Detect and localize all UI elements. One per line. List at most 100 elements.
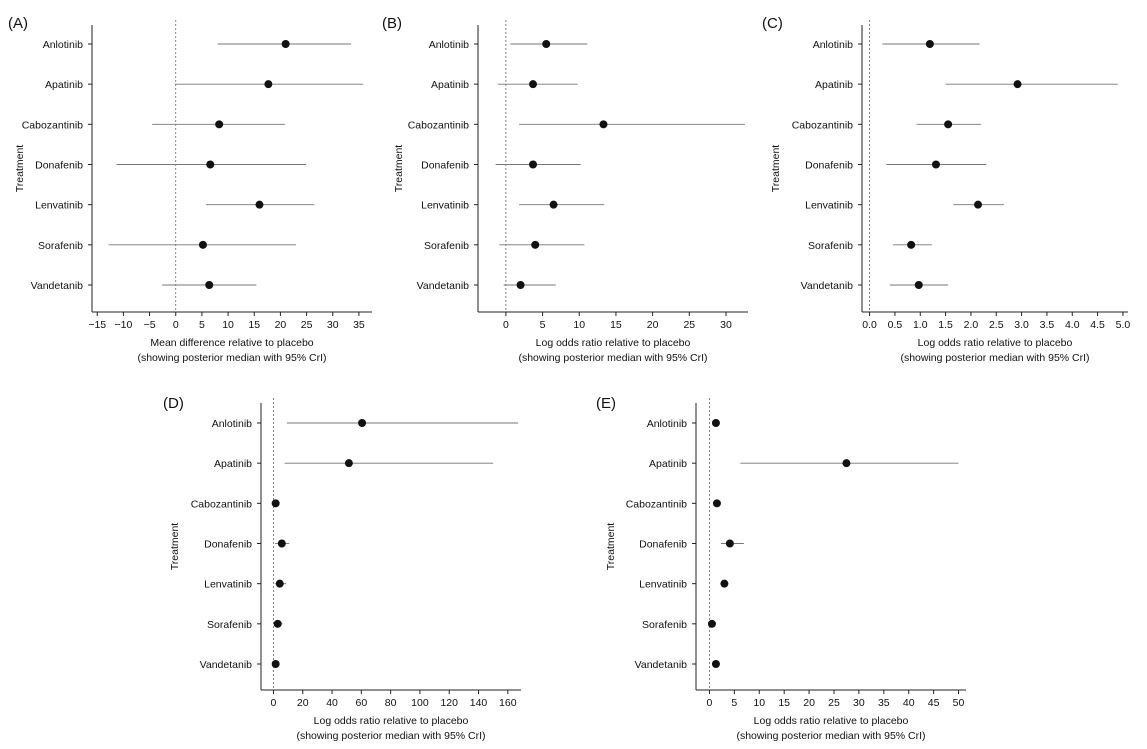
x-tick-label: 20	[803, 697, 815, 709]
median-point	[944, 120, 953, 129]
y-tick-label: Donafenib	[35, 160, 83, 172]
x-tick-label: 5	[540, 319, 546, 331]
y-tick-label: Apatinib	[649, 458, 687, 470]
x-axis-sublabel: (showing posterior median with 95% CrI)	[296, 730, 485, 742]
median-point	[725, 539, 734, 548]
y-tick-label: Lenvatinib	[204, 579, 252, 591]
y-tick-label: Lenvatinib	[639, 579, 687, 591]
x-tick-label: 0	[707, 697, 713, 709]
panel-label: (B)	[382, 15, 402, 32]
x-tick-label: 20	[297, 697, 309, 709]
x-axis-label: Log odds ratio relative to placebo	[314, 715, 469, 727]
y-tick-label: Cabozantinib	[626, 498, 687, 510]
x-tick-label: 35	[878, 697, 890, 709]
y-tick-label: Anlotinib	[43, 39, 83, 51]
x-tick-label: 5.0	[1116, 319, 1131, 331]
median-point	[842, 459, 851, 468]
y-tick-label: Sorafenib	[424, 240, 469, 252]
x-tick-label: 20	[275, 319, 287, 331]
x-tick-label: 140	[470, 697, 488, 709]
median-point	[1013, 80, 1022, 89]
y-axis-label: Treatment	[770, 145, 782, 193]
median-point	[712, 499, 721, 508]
x-tick-label: −15	[88, 319, 106, 331]
y-tick-label: Lenvatinib	[421, 200, 469, 212]
median-point	[215, 120, 224, 129]
y-tick-label: Anlotinib	[429, 39, 469, 51]
x-tick-label: −10	[114, 319, 132, 331]
x-tick-label: 20	[647, 319, 659, 331]
y-tick-label: Sorafenib	[207, 619, 252, 631]
median-point	[599, 120, 608, 129]
y-tick-label: Sorafenib	[808, 240, 853, 252]
median-point	[344, 459, 353, 468]
panel-label: (C)	[762, 15, 783, 32]
median-point	[914, 281, 923, 289]
y-axis-label: Treatment	[169, 523, 181, 571]
median-point	[711, 660, 720, 668]
x-tick-label: 35	[353, 319, 365, 331]
y-tick-label: Apatinib	[815, 79, 853, 91]
y-tick-label: Anlotinib	[647, 418, 687, 430]
y-tick-label: Cabozantinib	[191, 498, 252, 510]
y-tick-label: Donafenib	[204, 539, 252, 551]
x-tick-label: 5	[199, 319, 205, 331]
x-tick-label: 15	[778, 697, 790, 709]
x-axis-sublabel: (showing posterior median with 95% CrI)	[900, 352, 1089, 364]
forest-panel: (E) 0 5 10 15 20 25 30 35 40 45 50 Anlotinib Apatinib…	[596, 395, 966, 742]
forest-panel: (C) 0.0 0.5 1.0 1.5 2.0 2.5 3.0 3.5 4.0 4.5 5.0 Anlo…	[762, 15, 1130, 364]
x-tick-label: −5	[144, 319, 156, 331]
y-tick-label: Vandetanib	[635, 659, 688, 671]
x-tick-label: 0.5	[888, 319, 903, 331]
x-tick-label: 5	[731, 697, 737, 709]
x-axis-sublabel: (showing posterior median with 95% CrI)	[736, 730, 925, 742]
median-point	[531, 240, 540, 249]
median-point	[255, 200, 264, 209]
x-tick-label: 15	[610, 319, 622, 331]
x-tick-label: 60	[355, 697, 367, 709]
y-tick-label: Vandetanib	[417, 280, 470, 292]
y-tick-label: Lenvatinib	[805, 200, 853, 212]
x-tick-label: 10	[753, 697, 765, 709]
median-point	[549, 200, 558, 209]
x-tick-label: 10	[222, 319, 234, 331]
x-tick-label: 3.0	[1014, 319, 1029, 331]
x-axis-label: Log odds ratio relative to placebo	[918, 337, 1073, 349]
x-tick-label: 30	[853, 697, 865, 709]
median-point	[275, 579, 284, 588]
median-point	[271, 660, 280, 668]
forest-panel: (A) −15 −10 −5 0 5 10 15 20 25 30 35 Anlotinib Apatin…	[8, 15, 372, 364]
x-tick-label: 25	[683, 319, 695, 331]
x-tick-label: 3.5	[1040, 319, 1055, 331]
x-tick-label: 0.0	[862, 319, 877, 331]
median-point	[542, 40, 551, 48]
x-tick-label: 50	[953, 697, 965, 709]
x-axis-label: Mean difference relative to placebo	[150, 337, 313, 349]
median-point	[206, 160, 215, 169]
median-point	[273, 619, 282, 628]
x-tick-label: 15	[248, 319, 260, 331]
x-tick-label: 100	[411, 697, 429, 709]
x-tick-label: 40	[903, 697, 915, 709]
x-tick-label: 30	[720, 319, 732, 331]
y-tick-label: Apatinib	[431, 79, 469, 91]
forest-panel: (D) 0 20 40 60 80 100 120 140 160 Anlotinib Apatini…	[163, 395, 521, 742]
x-tick-label: 120	[440, 697, 458, 709]
x-axis-sublabel: (showing posterior median with 95% CrI)	[518, 352, 707, 364]
x-tick-label: 45	[928, 697, 940, 709]
x-tick-label: 1.0	[913, 319, 928, 331]
y-axis-label: Treatment	[14, 145, 26, 193]
y-tick-label: Donafenib	[421, 160, 469, 172]
median-point	[516, 281, 525, 289]
x-tick-label: 80	[385, 697, 397, 709]
y-tick-label: Cabozantinib	[792, 119, 853, 131]
x-tick-label: 2.5	[989, 319, 1004, 331]
x-tick-label: 4.5	[1090, 319, 1105, 331]
y-tick-label: Donafenib	[639, 539, 687, 551]
x-tick-label: 30	[327, 319, 339, 331]
y-tick-label: Donafenib	[805, 160, 853, 172]
x-axis-label: Log odds ratio relative to placebo	[536, 337, 691, 349]
median-point	[358, 419, 367, 427]
y-tick-label: Sorafenib	[642, 619, 687, 631]
